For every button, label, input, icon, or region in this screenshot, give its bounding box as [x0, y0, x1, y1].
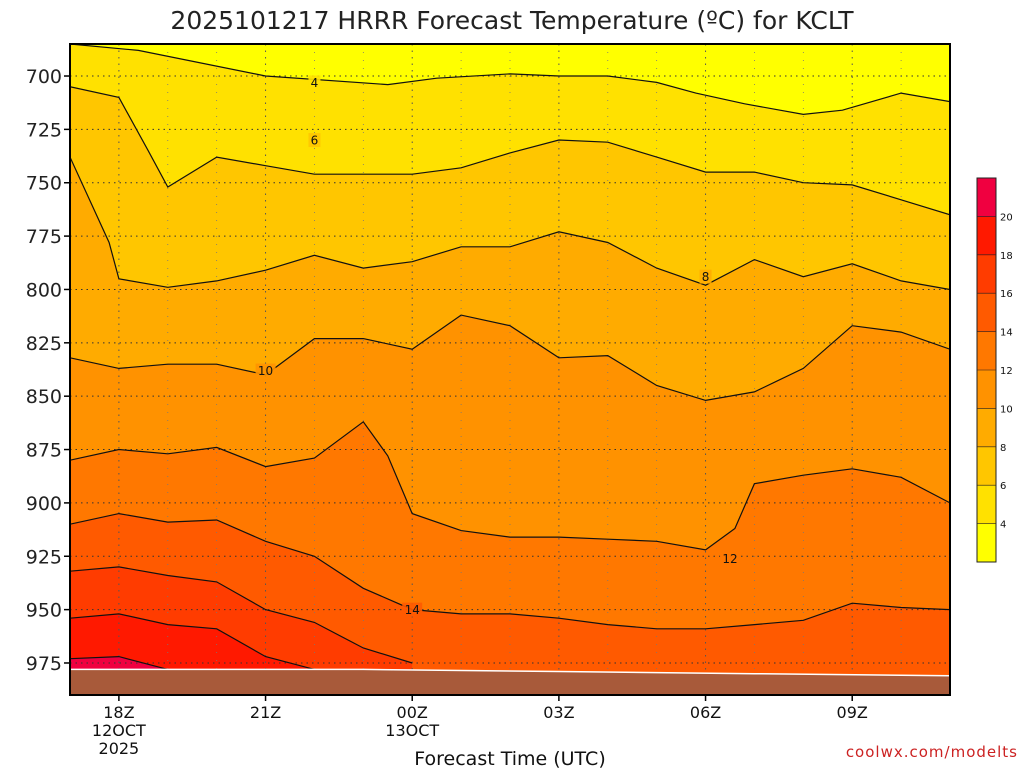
isotherm-line-8 [70, 156, 950, 291]
colorbar-swatch [977, 331, 996, 371]
ground-layer [70, 668, 950, 695]
colorbar-swatch [977, 446, 996, 486]
isotherm-label: 4 [311, 76, 319, 90]
colorbar-label: 8 [1000, 443, 1006, 454]
isotherm-label-bg [699, 269, 712, 284]
colorbar-label: 14 [1000, 328, 1013, 339]
isotherm-line-16 [70, 566, 413, 664]
y-tick-label: 725 [26, 119, 62, 141]
x-tick-sublabel: 2025 [99, 739, 140, 758]
y-axis: 700 725 750 775 800 825 850 875 900 925 950 975 [26, 66, 70, 675]
colorbar-label: 20 [1000, 212, 1013, 223]
x-tick-label: 18Z [103, 703, 134, 722]
plot-area: 4 6 8 10 12 14 [69, 43, 951, 696]
isotherm-label: 14 [405, 603, 420, 617]
y-tick-label: 975 [26, 653, 62, 675]
colorbar-label: 4 [1000, 520, 1006, 531]
isotherm-label: 12 [722, 552, 737, 566]
colorbar-label: 12 [1000, 366, 1013, 377]
colorbar-swatch [977, 408, 996, 448]
isotherm-line-6 [70, 86, 950, 216]
plot-frame [69, 43, 951, 696]
colorbar-swatch [977, 254, 996, 294]
colorbar-swatch [977, 523, 996, 563]
x-tick-sublabel: 12OCT [92, 721, 146, 740]
x-tick-label: 21Z [250, 703, 281, 722]
y-tick-label: 925 [26, 546, 62, 568]
y-tick-label: 750 [26, 173, 62, 195]
isotherm-label-bg [402, 602, 423, 617]
y-tick-label: 900 [26, 493, 62, 515]
isotherm-label-bg [720, 551, 740, 566]
x-tick-label: 03Z [543, 703, 574, 722]
y-tick-label: 875 [26, 440, 62, 462]
x-tick-label: 09Z [837, 703, 868, 722]
credit-text: coolwx.com/modelts [846, 743, 1018, 761]
x-axis-label: Forecast Time (UTC) [414, 748, 605, 768]
isotherm-label-bg [308, 133, 321, 148]
y-tick-label: 775 [26, 226, 62, 248]
colorbar-swatch [977, 485, 996, 525]
isotherm-label-bg [255, 363, 276, 378]
colorbar: 4 6 8 10 12 14 16 18 20 [976, 177, 1013, 563]
y-tick-label: 850 [26, 386, 62, 408]
isotherm-line-18 [70, 613, 315, 670]
colorbar-swatch [977, 370, 996, 409]
isotherm-labels: 4 6 8 10 12 14 [255, 75, 740, 617]
colorbar-swatch [977, 216, 996, 256]
isotherm-label: 10 [258, 364, 273, 378]
isotherm-line-10 [70, 314, 950, 402]
colorbar-label: 10 [1000, 404, 1013, 415]
ground-edge [70, 668, 950, 677]
grid-lines [70, 44, 950, 695]
colorbar-swatch [977, 293, 996, 333]
isotherm-line-4 [70, 44, 950, 116]
isotherm-line-12 [70, 420, 950, 551]
x-tick-sublabel: 13OCT [385, 721, 439, 740]
isotherm-label: 8 [702, 270, 710, 284]
y-tick-label: 950 [26, 600, 62, 622]
isotherm-lines [70, 44, 950, 679]
x-tick-label: 00Z [397, 703, 428, 722]
ground-fill [70, 669, 950, 695]
colorbar-label: 18 [1000, 251, 1013, 262]
colorbar-label: 6 [1000, 481, 1006, 492]
colorbar-swatch [977, 178, 996, 217]
isotherm-label-bg [308, 75, 321, 90]
colorbar-label: 16 [1000, 289, 1013, 300]
chart-title: 2025101217 HRRR Forecast Temperature (ºC… [170, 6, 854, 35]
y-tick-label: 825 [26, 333, 62, 355]
x-tick-label: 06Z [690, 703, 721, 722]
y-tick-label: 700 [26, 66, 62, 88]
y-tick-label: 800 [26, 279, 62, 301]
isotherm-line-14 [70, 512, 950, 630]
isotherm-label: 6 [311, 134, 319, 148]
